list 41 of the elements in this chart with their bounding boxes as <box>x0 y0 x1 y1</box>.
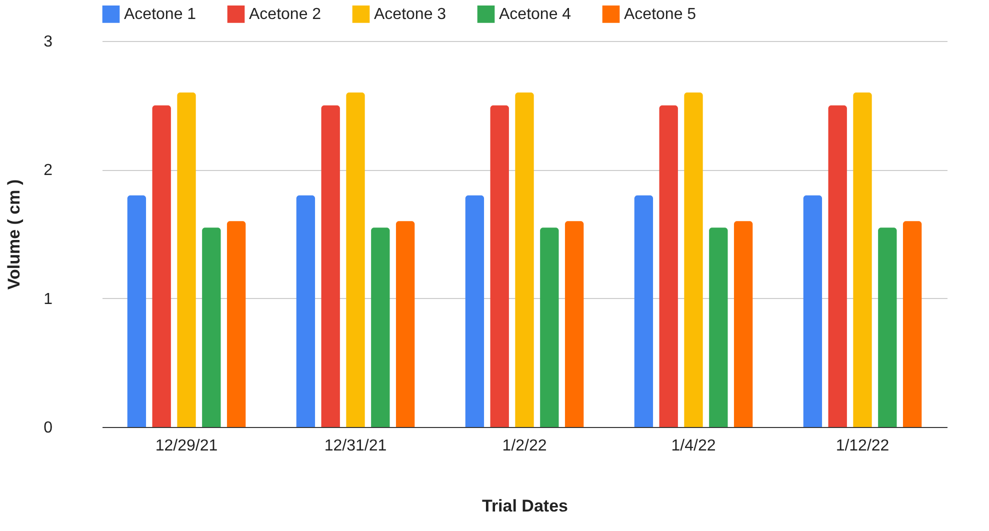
bar <box>152 105 171 427</box>
bar <box>684 92 703 427</box>
bar <box>540 228 559 427</box>
bar <box>515 92 534 427</box>
y-tick-label: 0 <box>44 420 53 436</box>
bar <box>634 195 654 427</box>
bar <box>828 105 847 427</box>
bar <box>226 221 246 427</box>
y-tick-label: 2 <box>44 162 53 180</box>
bar <box>177 92 196 427</box>
y-axis-title: Volume ( cm ) <box>4 179 24 290</box>
bar <box>734 221 753 427</box>
bar <box>902 221 922 427</box>
bar <box>202 228 221 427</box>
x-axis-title: Trial Dates <box>482 496 568 516</box>
legend-label: Acetone 2 <box>249 6 322 24</box>
bar <box>490 105 509 427</box>
bar <box>878 228 897 427</box>
bar <box>346 92 365 427</box>
bar <box>853 92 872 427</box>
bar <box>127 195 146 427</box>
bar <box>321 105 340 427</box>
legend-label: Acetone 5 <box>624 6 696 24</box>
legend-label: Acetone 4 <box>499 6 572 24</box>
bar <box>659 105 678 427</box>
x-tick-label: 12/29/21 <box>155 438 218 454</box>
bar <box>709 228 728 427</box>
bar <box>564 221 584 427</box>
bar <box>296 195 316 427</box>
y-tick-label: 3 <box>44 34 53 50</box>
x-tick-label: 1/12/22 <box>836 438 890 454</box>
legend-label: Acetone 3 <box>374 6 446 24</box>
legend-label: Acetone 1 <box>124 6 196 24</box>
x-tick-label: 1/2/22 <box>502 438 547 454</box>
x-tick-label: 1/4/22 <box>671 438 716 454</box>
bar <box>803 195 822 427</box>
x-tick-label: 12/31/21 <box>324 438 387 454</box>
y-tick-label: 1 <box>44 290 53 308</box>
bar <box>465 195 484 427</box>
bar <box>371 228 390 427</box>
bar <box>396 221 415 427</box>
